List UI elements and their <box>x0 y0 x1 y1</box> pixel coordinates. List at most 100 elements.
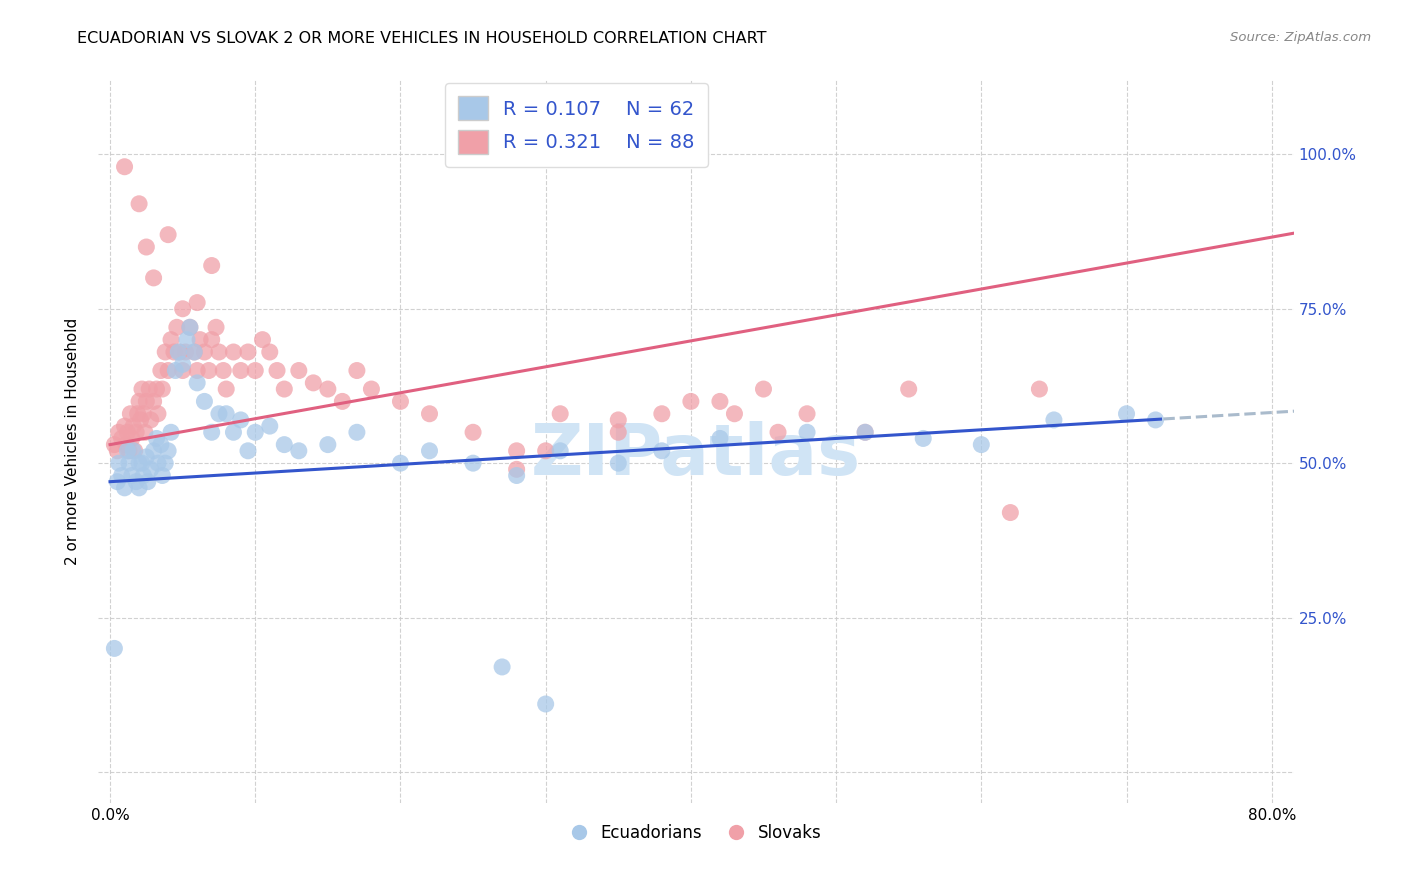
Point <box>709 394 731 409</box>
Point <box>128 456 150 470</box>
Point <box>346 425 368 440</box>
Point <box>651 407 673 421</box>
Point <box>107 425 129 440</box>
Point <box>135 394 157 409</box>
Point <box>172 357 194 371</box>
Y-axis label: 2 or more Vehicles in Household: 2 or more Vehicles in Household <box>65 318 80 566</box>
Point <box>117 443 139 458</box>
Point <box>346 363 368 377</box>
Point <box>132 468 155 483</box>
Point <box>205 320 228 334</box>
Point <box>111 468 134 483</box>
Point <box>266 363 288 377</box>
Point <box>160 333 183 347</box>
Point <box>127 407 149 421</box>
Point <box>157 227 180 242</box>
Point <box>201 259 224 273</box>
Point <box>183 345 205 359</box>
Point <box>389 394 412 409</box>
Point <box>179 320 201 334</box>
Point <box>172 301 194 316</box>
Point <box>105 475 128 489</box>
Point <box>188 333 211 347</box>
Point <box>174 345 197 359</box>
Point <box>114 481 136 495</box>
Point <box>150 382 173 396</box>
Point <box>118 456 141 470</box>
Point <box>121 432 143 446</box>
Point <box>222 345 245 359</box>
Point <box>273 382 295 396</box>
Point <box>912 432 935 446</box>
Point <box>103 437 125 451</box>
Point <box>120 407 142 421</box>
Point <box>389 456 412 470</box>
Point <box>142 394 165 409</box>
Point <box>1115 407 1137 421</box>
Point <box>129 413 152 427</box>
Point <box>128 394 150 409</box>
Point <box>201 333 224 347</box>
Point <box>136 475 159 489</box>
Point <box>155 456 177 470</box>
Text: Source: ZipAtlas.com: Source: ZipAtlas.com <box>1230 31 1371 45</box>
Point <box>166 320 188 334</box>
Point <box>132 407 155 421</box>
Point <box>1028 382 1050 396</box>
Point <box>360 382 382 396</box>
Point <box>212 363 235 377</box>
Point <box>107 456 129 470</box>
Point <box>259 345 281 359</box>
Point <box>122 443 145 458</box>
Point <box>607 456 630 470</box>
Point <box>245 425 267 440</box>
Point <box>157 443 180 458</box>
Legend: Ecuadorians, Slovaks: Ecuadorians, Slovaks <box>564 817 828 848</box>
Point <box>131 456 153 470</box>
Point <box>125 425 148 440</box>
Point <box>970 437 993 451</box>
Point <box>651 443 673 458</box>
Point <box>139 462 162 476</box>
Point <box>176 333 198 347</box>
Point <box>149 437 172 451</box>
Point <box>288 363 311 377</box>
Point <box>222 425 245 440</box>
Point <box>186 295 208 310</box>
Point <box>288 443 311 458</box>
Point <box>114 160 136 174</box>
Point <box>796 407 818 421</box>
Point <box>853 425 876 440</box>
Point <box>548 443 571 458</box>
Point <box>125 475 148 489</box>
Point <box>215 382 238 396</box>
Point <box>186 363 208 377</box>
Point <box>461 456 484 470</box>
Text: ZIPatlas: ZIPatlas <box>531 422 860 491</box>
Point <box>461 425 484 440</box>
Point <box>149 363 172 377</box>
Point <box>418 443 440 458</box>
Point <box>236 345 259 359</box>
Point <box>505 462 527 476</box>
Point <box>897 382 920 396</box>
Point <box>252 333 274 347</box>
Point <box>103 641 125 656</box>
Point <box>679 394 702 409</box>
Point <box>491 660 513 674</box>
Point <box>316 437 339 451</box>
Point <box>273 437 295 451</box>
Point <box>115 437 138 451</box>
Point <box>201 425 224 440</box>
Point <box>229 363 252 377</box>
Point <box>145 382 167 396</box>
Point <box>131 382 153 396</box>
Point <box>160 425 183 440</box>
Point <box>607 413 630 427</box>
Point <box>157 363 180 377</box>
Point <box>197 363 219 377</box>
Point <box>752 382 775 396</box>
Point <box>709 432 731 446</box>
Point <box>316 382 339 396</box>
Point <box>169 345 191 359</box>
